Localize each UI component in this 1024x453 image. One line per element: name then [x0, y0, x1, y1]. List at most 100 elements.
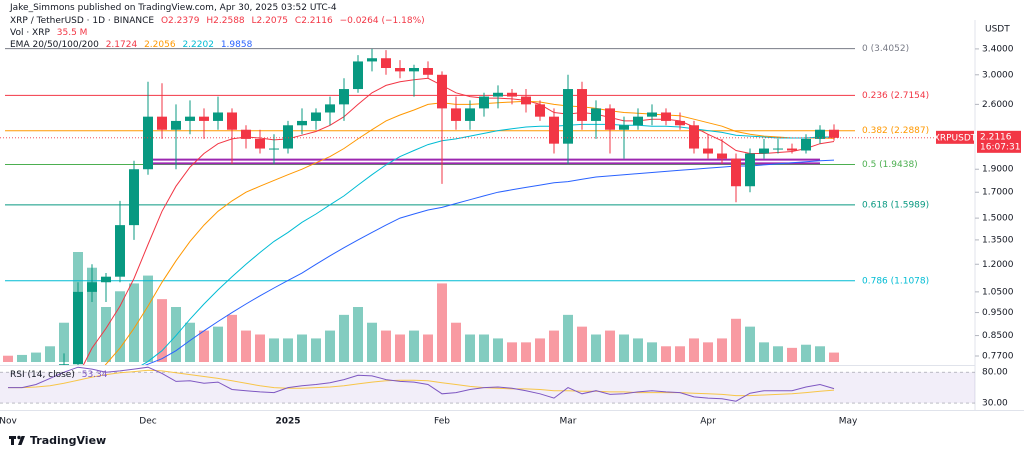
candle-body [297, 120, 307, 126]
fib-label: 0.382 (2.2887) [862, 126, 929, 136]
y-tick-label: 1.3500 [982, 235, 1014, 245]
ema-value: 2.2056 [144, 40, 176, 50]
candle-body [451, 108, 461, 121]
candle-body [675, 120, 685, 126]
candle-body [507, 92, 517, 97]
candle-body [493, 92, 503, 97]
y-tick-label: 1.7000 [982, 188, 1014, 198]
candle-body [647, 112, 657, 117]
candle-body [185, 116, 195, 121]
fib-label: 0.786 (1.1078) [862, 276, 929, 286]
volume-bar [493, 338, 503, 362]
candle-body [45, 404, 55, 429]
volume-bar [521, 342, 531, 362]
candle-body [479, 96, 489, 109]
volume-bar [381, 330, 391, 362]
volume-bar [115, 291, 125, 362]
volume-bar [605, 330, 615, 362]
candle-body [717, 153, 727, 159]
y-tick-label: 1.5000 [982, 214, 1014, 224]
brand: TradingView [30, 434, 107, 447]
candle-body [633, 116, 643, 126]
volume-bar [773, 346, 783, 362]
fib-label: 0.236 (2.7154) [862, 91, 929, 101]
candle-body [563, 89, 573, 144]
candle-body [731, 158, 741, 187]
candle-body [689, 125, 699, 149]
volume-bar [675, 346, 685, 362]
candle-body [591, 108, 601, 121]
volume-bar [311, 338, 321, 362]
rsi-pane [0, 366, 975, 404]
symbol-title: XRP / TetherUSD · 1D · BINANCE [10, 16, 155, 26]
volume-bar [423, 334, 433, 362]
symbol-tag-text: XRPUSDT [934, 133, 977, 143]
volume-bar [339, 314, 349, 362]
volume-bar [325, 330, 335, 362]
y-tick-label: 1.9000 [982, 165, 1014, 175]
volume-bar [3, 355, 13, 362]
volume-bar [171, 307, 181, 362]
currency-label: USDT [985, 25, 1010, 35]
candle-body [661, 112, 671, 121]
rsi-line [8, 366, 835, 402]
price-tag-countdown: 16:07:31 [980, 142, 1020, 152]
price-tag-value: 2.2116 [980, 132, 1012, 142]
ema-legend: EMA 20/50/100/200 2.1724 2.2056 2.2202 1… [10, 40, 256, 51]
candle-body [619, 125, 629, 130]
candle-body [409, 68, 419, 72]
volume-bar [31, 352, 41, 362]
ohlc-open: O2.2379 [160, 16, 200, 26]
candle-body [255, 138, 265, 149]
volume-bar [689, 338, 699, 362]
fib-label: 0 (3.4052) [862, 44, 909, 54]
axes: USDT 3.4000 3.0000 2.6000 1.9000 1.7000 1.500… [0, 25, 1021, 427]
candle-body [59, 364, 69, 365]
candle-body [339, 89, 349, 105]
ema-value: 2.2202 [182, 40, 214, 50]
symbol-tag [936, 130, 974, 144]
candle-body [535, 104, 545, 117]
volume-bar [801, 344, 811, 362]
y-tick-label: 1.0500 [982, 287, 1014, 297]
symbol-legend: XRP / TetherUSD · 1D · BINANCE O2.2379 H… [10, 16, 429, 27]
candle-body [815, 129, 825, 139]
candle-body [269, 148, 279, 150]
candle-body [171, 120, 181, 130]
x-tick-label: Nov [0, 417, 17, 427]
volume-bar [563, 314, 573, 362]
candle-body [423, 68, 433, 75]
ema-line [144, 159, 835, 365]
volume-bar [199, 330, 209, 362]
ohlc-close: C2.2116 [294, 16, 333, 26]
volume-bar [535, 338, 545, 362]
volume-bar [619, 334, 629, 362]
candle-body [521, 96, 531, 105]
candle-body [227, 112, 237, 130]
fib-label: 0.5 (1.9438) [862, 160, 918, 170]
candle-body [395, 68, 405, 72]
volume-bar [465, 334, 475, 362]
volume-bar [577, 326, 587, 362]
volume-bar [17, 354, 27, 362]
x-tick-label: 2025 [275, 417, 300, 427]
candle-body [773, 148, 783, 150]
volume-bar [787, 347, 797, 362]
ohlc-low: L2.2075 [251, 16, 289, 26]
candle-body [829, 129, 839, 138]
volume-bar [213, 326, 223, 362]
candle-body [381, 58, 391, 69]
x-tick-label: Dec [139, 417, 156, 427]
volume-bar [409, 330, 419, 362]
volume-bar [661, 346, 671, 362]
candle-body [745, 153, 755, 187]
price-pane [0, 48, 975, 429]
ema-value: 1.9858 [220, 40, 253, 50]
y-tick-label: 0.7700 [982, 352, 1014, 362]
rsi-ma-line [8, 369, 835, 397]
volume-bar [479, 334, 489, 362]
volume-bar [269, 338, 279, 362]
y-tick-label: 3.4000 [982, 44, 1014, 54]
ohlc-change: −0.0264 (−1.18%) [339, 16, 425, 26]
ema-value: 2.1724 [105, 40, 138, 50]
